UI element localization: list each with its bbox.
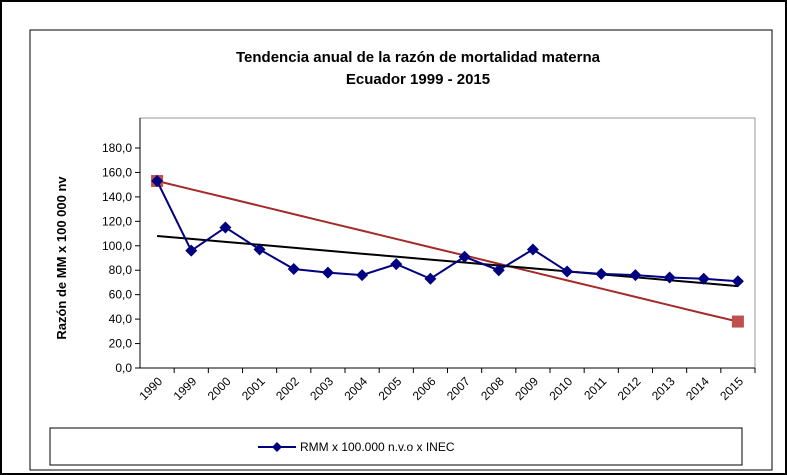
marker xyxy=(561,265,574,278)
series-line xyxy=(156,180,738,283)
marker xyxy=(219,221,232,234)
series-line xyxy=(156,180,739,323)
legend-label: RMM x 100.000 n.v.o x INEC xyxy=(300,440,455,454)
y-axis-label: Razón de MM x 100 000 nv xyxy=(54,176,69,340)
marker xyxy=(356,269,369,282)
series-line xyxy=(156,235,739,288)
chart-subtitle: Ecuador 1999 - 2015 xyxy=(346,71,490,88)
marker xyxy=(697,272,710,285)
marker xyxy=(526,243,539,256)
marker xyxy=(253,243,266,256)
marker xyxy=(287,263,300,275)
y-tick-label: 160,0 xyxy=(102,165,132,179)
y-tick-label: 120,0 xyxy=(102,214,132,228)
y-tick-label: 20,0 xyxy=(109,337,133,351)
y-tick-label: 40,0 xyxy=(109,312,133,326)
marker xyxy=(185,244,198,257)
marker xyxy=(492,264,505,277)
y-tick-label: 80,0 xyxy=(109,263,133,277)
marker xyxy=(595,267,608,280)
y-tick-label: 180,0 xyxy=(102,141,132,155)
y-tick-label: 100,0 xyxy=(102,239,132,253)
marker xyxy=(731,315,744,328)
marker xyxy=(458,250,471,263)
marker xyxy=(390,258,403,271)
marker xyxy=(151,175,164,187)
marker xyxy=(424,272,437,285)
legend xyxy=(49,427,743,466)
y-tick-label: 0,0 xyxy=(115,361,132,375)
marker xyxy=(321,266,334,279)
legend-marker xyxy=(272,442,282,452)
chart-title: Tendencia anual de la razón de mortalida… xyxy=(236,49,601,66)
y-tick-label: 60,0 xyxy=(109,288,133,302)
marker xyxy=(629,269,642,282)
marker xyxy=(731,275,744,288)
marker xyxy=(663,271,676,284)
y-tick-label: 140,0 xyxy=(102,190,132,204)
